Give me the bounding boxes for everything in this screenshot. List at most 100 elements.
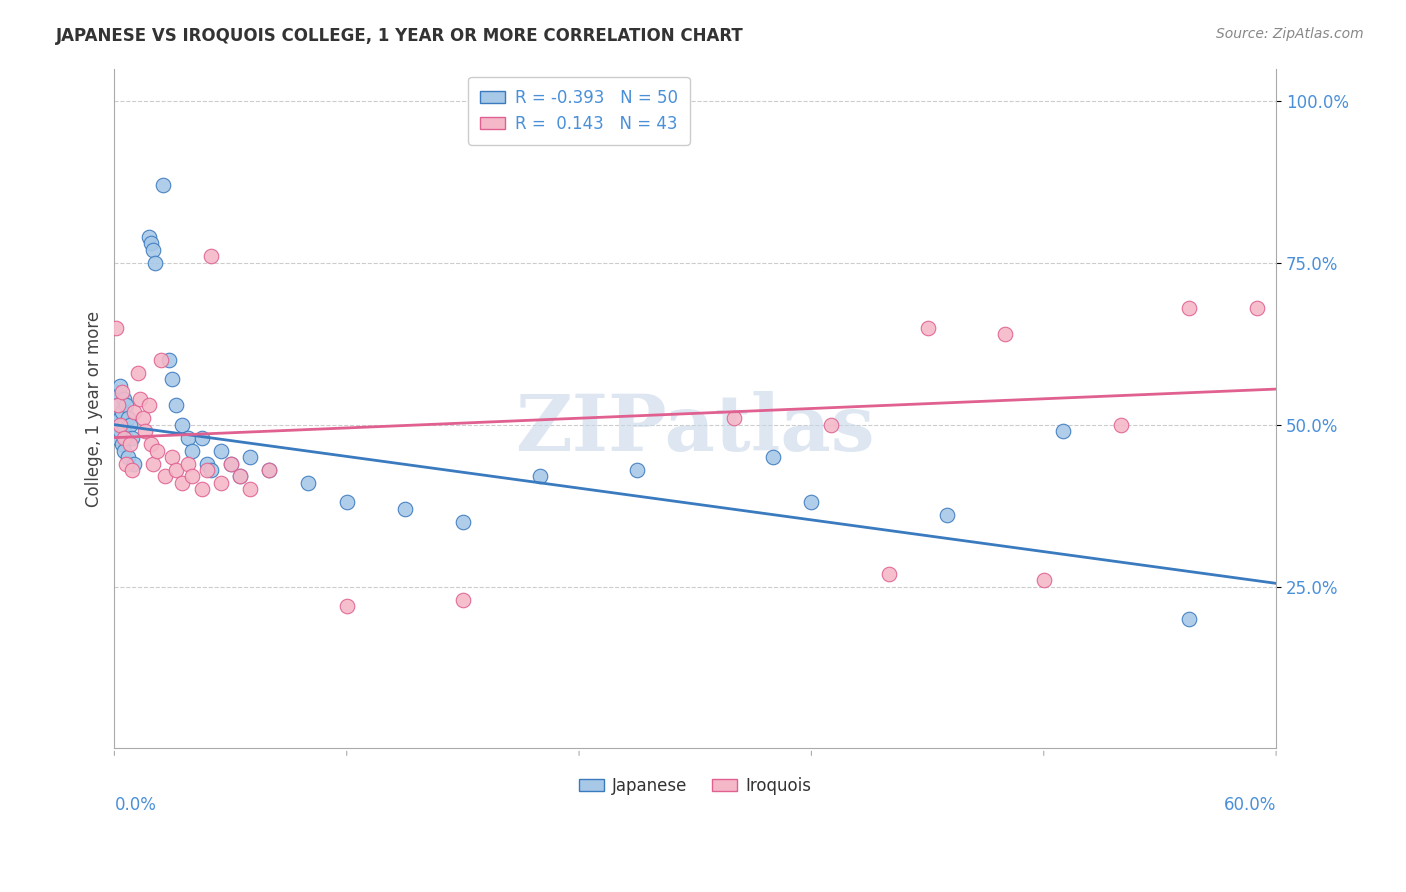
Point (141, 236, 163, 251)
Point (127, 366, 149, 380)
Point (111, 437, 134, 451)
Point (259, 463, 281, 477)
Point (723, 411, 745, 425)
Point (111, 385, 134, 400)
Text: ZIPatlas: ZIPatlas (516, 391, 875, 467)
Point (142, 243, 165, 257)
Point (336, 495, 359, 509)
Point (229, 469, 252, 483)
Point (626, 463, 648, 477)
Point (1052, 424, 1074, 438)
Point (172, 417, 194, 432)
Point (118, 417, 141, 432)
Point (820, 417, 842, 432)
Point (122, 405, 145, 419)
Point (1178, 301, 1201, 315)
Point (162, 450, 184, 464)
Point (172, 475, 194, 490)
Point (117, 450, 139, 464)
Text: Source: ZipAtlas.com: Source: ZipAtlas.com (1216, 27, 1364, 41)
Point (141, 437, 163, 451)
Point (112, 431, 135, 445)
Point (162, 372, 184, 386)
Point (112, 392, 135, 406)
Point (180, 443, 202, 458)
Point (1246, 301, 1268, 315)
Legend: Japanese, Iroquois: Japanese, Iroquois (572, 770, 818, 801)
Point (800, 495, 823, 509)
Point (877, 566, 900, 581)
Point (149, 353, 172, 368)
Text: 0.0%: 0.0% (114, 796, 156, 814)
Text: JAPANESE VS IROQUOIS COLLEGE, 1 YEAR OR MORE CORRELATION CHART: JAPANESE VS IROQUOIS COLLEGE, 1 YEAR OR … (56, 27, 744, 45)
Point (115, 457, 138, 471)
Point (121, 431, 143, 445)
Point (1032, 573, 1054, 587)
Point (209, 443, 232, 458)
Point (239, 483, 262, 497)
Point (107, 417, 129, 432)
Point (153, 469, 176, 483)
Point (1109, 417, 1132, 432)
Point (110, 424, 132, 438)
Point (107, 431, 129, 445)
Point (105, 385, 128, 400)
Point (451, 592, 474, 607)
Point (394, 501, 416, 516)
Point (132, 411, 155, 425)
Point (107, 398, 129, 412)
Point (1178, 612, 1201, 626)
Point (112, 417, 135, 432)
Point (180, 469, 202, 483)
Point (115, 431, 138, 445)
Point (118, 437, 141, 451)
Point (112, 443, 135, 458)
Point (994, 326, 1017, 341)
Point (229, 469, 252, 483)
Point (336, 599, 359, 613)
Point (143, 256, 166, 270)
Point (107, 398, 129, 412)
Point (239, 450, 262, 464)
Point (936, 508, 959, 523)
Point (529, 469, 551, 483)
Point (177, 457, 200, 471)
Point (121, 463, 143, 477)
Point (209, 475, 232, 490)
Text: 60.0%: 60.0% (1223, 796, 1277, 814)
Point (219, 457, 242, 471)
Point (152, 178, 174, 192)
Point (111, 405, 134, 419)
Point (190, 483, 212, 497)
Point (110, 417, 132, 432)
Point (138, 398, 160, 412)
Point (762, 450, 785, 464)
Point (297, 475, 319, 490)
Point (142, 457, 165, 471)
Point (105, 405, 128, 419)
Point (165, 398, 187, 412)
Point (200, 249, 222, 263)
Point (917, 320, 939, 334)
Point (117, 411, 139, 425)
Point (451, 515, 474, 529)
Point (110, 379, 132, 393)
Point (134, 424, 156, 438)
Point (128, 392, 150, 406)
Point (122, 457, 145, 471)
Point (157, 353, 180, 368)
Point (195, 457, 218, 471)
Point (105, 320, 128, 334)
Point (115, 398, 138, 412)
Point (146, 443, 169, 458)
Point (259, 463, 281, 477)
Point (177, 431, 200, 445)
Point (165, 463, 187, 477)
Point (200, 463, 222, 477)
Point (110, 411, 132, 425)
Point (219, 457, 242, 471)
Point (138, 230, 160, 244)
Y-axis label: College, 1 year or more: College, 1 year or more (86, 310, 103, 507)
Point (190, 431, 212, 445)
Point (195, 463, 218, 477)
